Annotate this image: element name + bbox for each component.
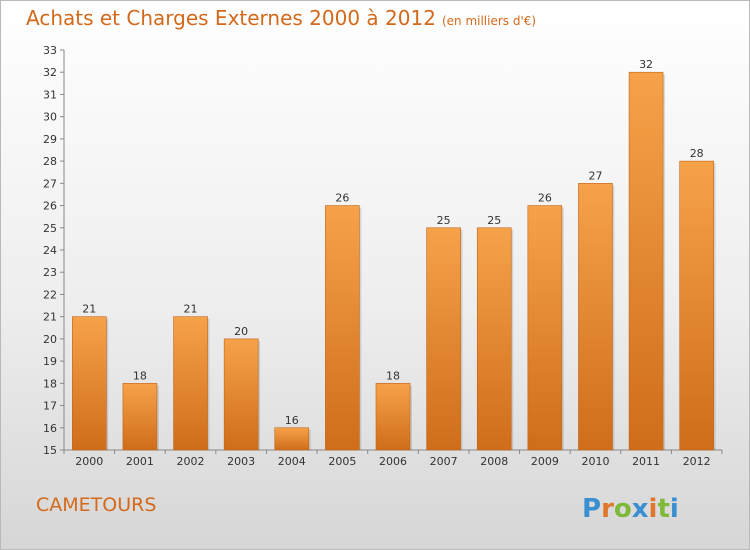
bar-2002 xyxy=(173,316,208,451)
y-axis: 15 16 17 18 19 20 21 22 23 24 25 26 27 28 29 30 31 32 33 xyxy=(43,44,65,457)
commune-name: CAMETOURS xyxy=(36,494,157,516)
y-tick-label: 21 xyxy=(43,311,57,324)
bar-value-label: 26 xyxy=(538,192,552,205)
bar-2011 xyxy=(628,71,664,451)
title-text: Achats et Charges Externes 2000 à 2012 xyxy=(26,6,436,30)
x-tick-label: 2009 xyxy=(531,455,559,468)
y-tick-label: 25 xyxy=(43,222,57,235)
y-tick-label: 29 xyxy=(43,133,57,146)
title-unit: (en milliers d'€) xyxy=(441,14,537,28)
x-tick-label: 2012 xyxy=(683,455,711,468)
bar-value-label: 28 xyxy=(690,147,704,160)
bar-2009 xyxy=(527,205,563,451)
bar-value-label: 18 xyxy=(386,369,400,382)
bar-2003 xyxy=(223,338,259,451)
chart-title: Achats et Charges Externes 2000 à 2012 (e… xyxy=(26,6,536,30)
y-tick-label: 27 xyxy=(43,177,57,190)
x-tick-label: 2002 xyxy=(177,455,205,468)
x-tick-label: 2000 xyxy=(75,455,103,468)
bar-value-label: 25 xyxy=(437,214,451,227)
y-tick-label: 31 xyxy=(43,88,57,101)
y-tick-label: 24 xyxy=(43,244,57,257)
bar-2000 xyxy=(72,316,107,451)
x-tick-label: 2006 xyxy=(379,455,407,468)
y-tick-label: 28 xyxy=(43,155,57,168)
bar-value-label: 32 xyxy=(639,58,653,71)
bar-2008 xyxy=(476,227,512,451)
bar-value-label: 21 xyxy=(82,303,96,316)
y-tick-label: 15 xyxy=(43,444,57,457)
y-tick-label: 22 xyxy=(43,288,57,301)
bar-2012 xyxy=(679,160,714,451)
bar-2010 xyxy=(578,183,613,451)
bar-value-label: 20 xyxy=(234,325,248,338)
x-tick-label: 2005 xyxy=(328,455,356,468)
x-tick-label: 2001 xyxy=(126,455,154,468)
y-tick-label: 26 xyxy=(43,200,57,213)
bar-value-label: 27 xyxy=(588,169,602,182)
y-tick-label: 23 xyxy=(43,266,57,279)
x-tick-label: 2011 xyxy=(632,455,660,468)
bar-value-label: 21 xyxy=(184,303,198,316)
y-tick-label: 32 xyxy=(43,66,57,79)
bar-2006 xyxy=(375,383,411,451)
y-tick-label: 17 xyxy=(43,400,57,413)
y-tick-label: 19 xyxy=(43,355,57,368)
y-tick-label: 16 xyxy=(43,422,57,435)
x-tick-label: 2004 xyxy=(278,455,306,468)
y-tick-label: 33 xyxy=(43,44,57,57)
y-tick-label: 30 xyxy=(43,111,57,124)
x-tick-label: 2010 xyxy=(581,455,609,468)
bar-2001 xyxy=(122,383,158,451)
bar-2004 xyxy=(274,427,310,451)
x-tick-label: 2008 xyxy=(480,455,508,468)
x-tick-label: 2003 xyxy=(227,455,255,468)
x-axis: 2000 2001 2002 2003 2004 2005 2006 2007 2008 2009… xyxy=(63,449,723,468)
svg-text:Proxiti: Proxiti xyxy=(582,494,679,524)
bar-value-label: 18 xyxy=(133,369,147,382)
bar-2007 xyxy=(426,227,461,451)
bar-2005 xyxy=(325,205,360,451)
y-tick-label: 20 xyxy=(43,333,57,346)
bar-value-label: 16 xyxy=(285,414,299,427)
proxiti-logo[interactable]: Proxiti xyxy=(582,489,692,525)
y-tick-label: 18 xyxy=(43,377,57,390)
bar-value-label: 25 xyxy=(487,214,501,227)
bar-value-label: 26 xyxy=(335,192,349,205)
x-tick-label: 2007 xyxy=(430,455,458,468)
bars: 21 18 21 20 16 26 18 25 25 26 27 32 28 xyxy=(72,58,716,451)
